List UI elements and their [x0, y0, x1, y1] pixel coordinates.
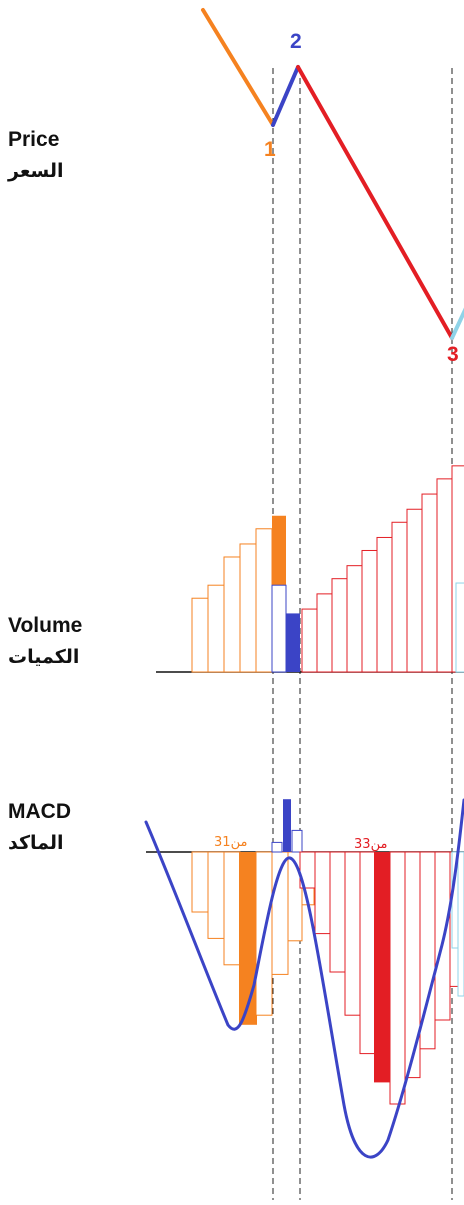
- macd-bar-blue-3: [291, 829, 303, 853]
- macd-annotation-second-wave: 3من3: [354, 837, 387, 852]
- volume-label-en: Volume: [8, 614, 83, 637]
- wave-point-3-label: 3: [447, 343, 459, 366]
- volume-bar-orange-3: [223, 556, 241, 673]
- volume-bar-red-9: [421, 493, 438, 673]
- volume-bar-light_blue-1: [455, 582, 464, 673]
- macd-annotation-first-wave: 3من1: [214, 835, 247, 850]
- macd-bar-blue-1: [271, 841, 283, 853]
- macd-bar-orange-2: [207, 851, 225, 939]
- volume-bar-blue-2: [286, 613, 300, 672]
- macd-label-en: MACD: [8, 800, 71, 823]
- macd-bar-orange-4: [239, 852, 257, 1025]
- macd-bar-red-8: [404, 851, 421, 1079]
- price-segment-4: [450, 307, 464, 340]
- macd-bar-red-10: [434, 851, 451, 1021]
- volume-bar-red-4: [346, 565, 363, 673]
- price-segment-3: [296, 65, 454, 340]
- volume-bar-orange-5: [255, 528, 273, 673]
- macd-bar-red-7: [389, 851, 406, 1105]
- volume-bar-blue-1: [271, 584, 287, 673]
- wave-point-1-label: 1: [264, 138, 276, 161]
- volume-bar-red-1: [301, 608, 318, 673]
- volume-label-ar: الكميات: [8, 646, 80, 668]
- volume-bar-red-6: [376, 536, 393, 673]
- macd-bar-red-4: [344, 851, 361, 1016]
- macd-bar-red-2: [314, 851, 331, 935]
- price-segment-1: [201, 8, 275, 127]
- macd-bar-red-3: [329, 851, 346, 973]
- macd-bar-blue-2: [283, 799, 291, 852]
- macd-label-ar: الماكد: [8, 832, 64, 854]
- volume-bar-orange-2: [207, 584, 225, 673]
- volume-bar-orange-1: [191, 597, 209, 673]
- volume-bar-red-3: [331, 578, 348, 673]
- volume-bar-red-5: [361, 549, 378, 673]
- volume-bar-red-10: [436, 478, 453, 673]
- volume-bar-orange-4: [239, 543, 257, 673]
- volume-bar-red-8: [406, 508, 423, 673]
- volume-bar-red-7: [391, 521, 408, 673]
- macd-bar-red-5: [359, 851, 376, 1055]
- macd-bar-orange-1: [191, 851, 209, 913]
- wave-point-2-label: 2: [290, 30, 302, 53]
- macd-bar-light_blue-2: [457, 851, 464, 997]
- volume-bar-red-2: [316, 593, 333, 673]
- macd-signal-line: [144, 798, 464, 1159]
- macd-bar-red-6: [374, 852, 392, 1083]
- price-label-ar: السعر: [8, 160, 64, 182]
- price-label-en: Price: [8, 128, 60, 151]
- macd-bar-orange-3: [223, 851, 241, 966]
- price-segment-2: [271, 65, 300, 127]
